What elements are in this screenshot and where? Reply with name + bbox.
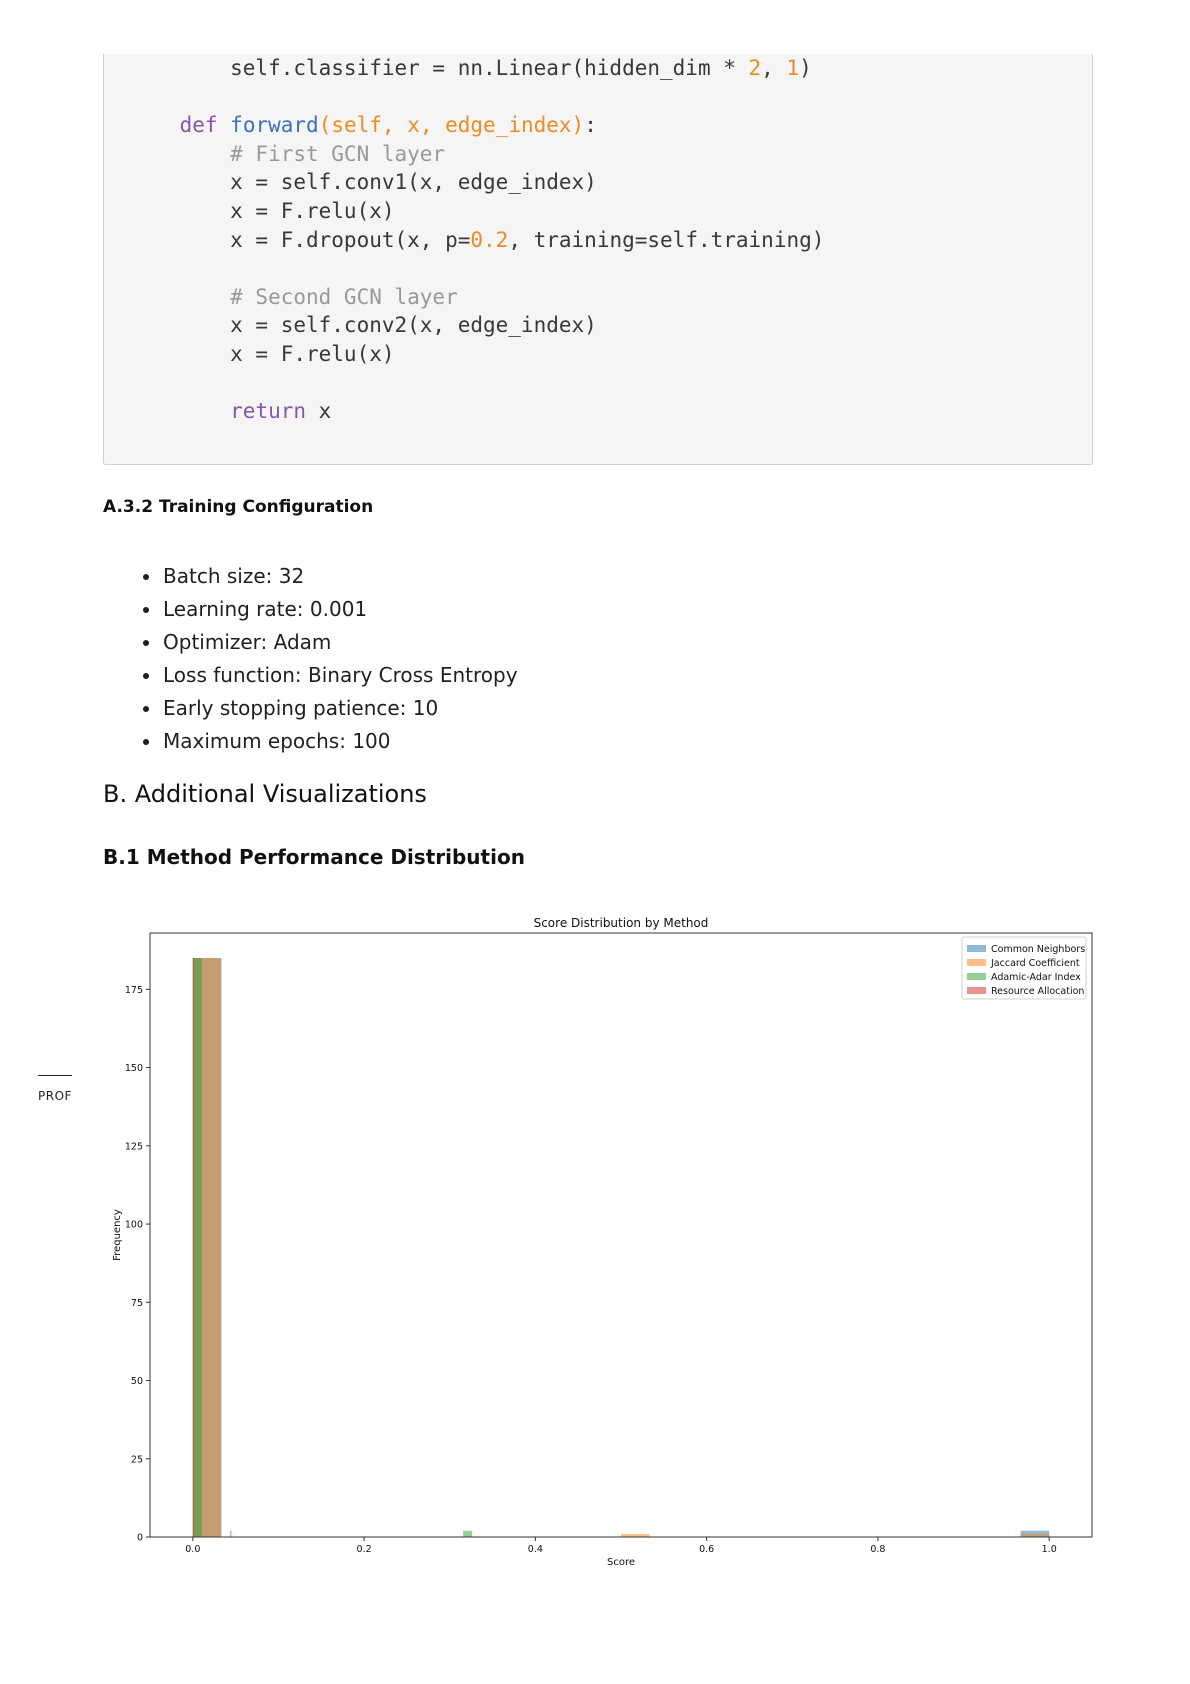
training-config-list: Batch size: 32 Learning rate: 0.001 Opti… <box>103 560 518 758</box>
x-tick-label: 0.0 <box>185 1544 200 1555</box>
x-tick-label: 0.6 <box>699 1544 714 1555</box>
histogram-bar <box>1020 1530 1050 1537</box>
x-tick-label: 0.2 <box>357 1544 372 1555</box>
list-item: Optimizer: Adam <box>103 626 518 659</box>
list-item: Learning rate: 0.001 <box>103 593 518 626</box>
list-item: Maximum epochs: 100 <box>103 725 518 758</box>
y-tick-label: 125 <box>125 1141 143 1152</box>
code-line: # Second GCN layer <box>129 284 458 309</box>
histogram-bar <box>192 958 202 1537</box>
x-tick-label: 0.4 <box>528 1544 543 1555</box>
code-line: return x <box>230 399 332 424</box>
legend-label: Adamic-Adar Index <box>991 972 1081 983</box>
y-tick-label: 25 <box>131 1454 143 1465</box>
plot-area-frame <box>149 932 1093 1538</box>
code-line: x = F.dropout(x, p=0.2, training=self.tr… <box>129 227 825 252</box>
histogram-bar <box>192 958 222 1537</box>
legend-swatch <box>967 945 986 952</box>
training-config-heading: A.3.2 Training Configuration <box>103 497 374 517</box>
list-item: Early stopping patience: 10 <box>103 692 518 725</box>
y-tick-label: 75 <box>131 1298 143 1309</box>
y-tick-label: 100 <box>125 1220 143 1231</box>
histogram-bar <box>192 958 195 1537</box>
histogram-bar <box>230 1530 232 1537</box>
legend-swatch <box>967 973 986 980</box>
code-line: def forward(self, x, edge_index): <box>179 113 597 138</box>
histogram-bar <box>621 1533 650 1537</box>
chart-legend <box>961 936 1087 1000</box>
code-line: # First GCN layer <box>129 141 446 166</box>
list-item: Loss function: Binary Cross Entropy <box>103 659 518 692</box>
margin-note: PROF <box>38 1089 72 1103</box>
y-axis-label: Frequency <box>112 1209 123 1261</box>
list-item: Batch size: 32 <box>103 560 518 593</box>
histogram-bar <box>463 1530 473 1537</box>
code-line: x = self.conv2(x, edge_index) <box>129 313 597 338</box>
code-line: self.classifier = nn.Linear(hidden_dim *… <box>129 56 812 80</box>
y-tick-label: 150 <box>125 1063 143 1074</box>
code-line: x = F.relu(x) <box>129 199 395 223</box>
legend-label: Common Neighbors <box>991 944 1085 955</box>
histogram-bar <box>192 958 222 1537</box>
y-tick-label: 50 <box>131 1376 143 1387</box>
margin-rule <box>38 1075 72 1076</box>
legend-swatch <box>967 959 986 966</box>
subsection-heading: B.1 Method Performance Distribution <box>103 845 525 869</box>
code-line: x = self.conv1(x, edge_index) <box>129 170 597 195</box>
code-line: x = F.relu(x) <box>129 342 395 366</box>
y-tick-label: 175 <box>125 985 143 996</box>
y-tick-label: 0 <box>137 1533 143 1544</box>
histogram-bar <box>1020 1533 1050 1537</box>
x-tick-label: 1.0 <box>1042 1544 1057 1555</box>
legend-label: Jaccard Coefficient <box>990 958 1080 969</box>
x-axis-label: Score <box>607 1557 635 1568</box>
legend-swatch <box>967 987 986 994</box>
chart-title: Score Distribution by Method <box>534 916 709 930</box>
x-tick-label: 0.8 <box>870 1544 885 1555</box>
section-heading: B. Additional Visualizations <box>103 780 427 808</box>
legend-label: Resource Allocation <box>991 986 1084 997</box>
code-block: self.classifier = nn.Linear(hidden_dim *… <box>103 54 1093 465</box>
